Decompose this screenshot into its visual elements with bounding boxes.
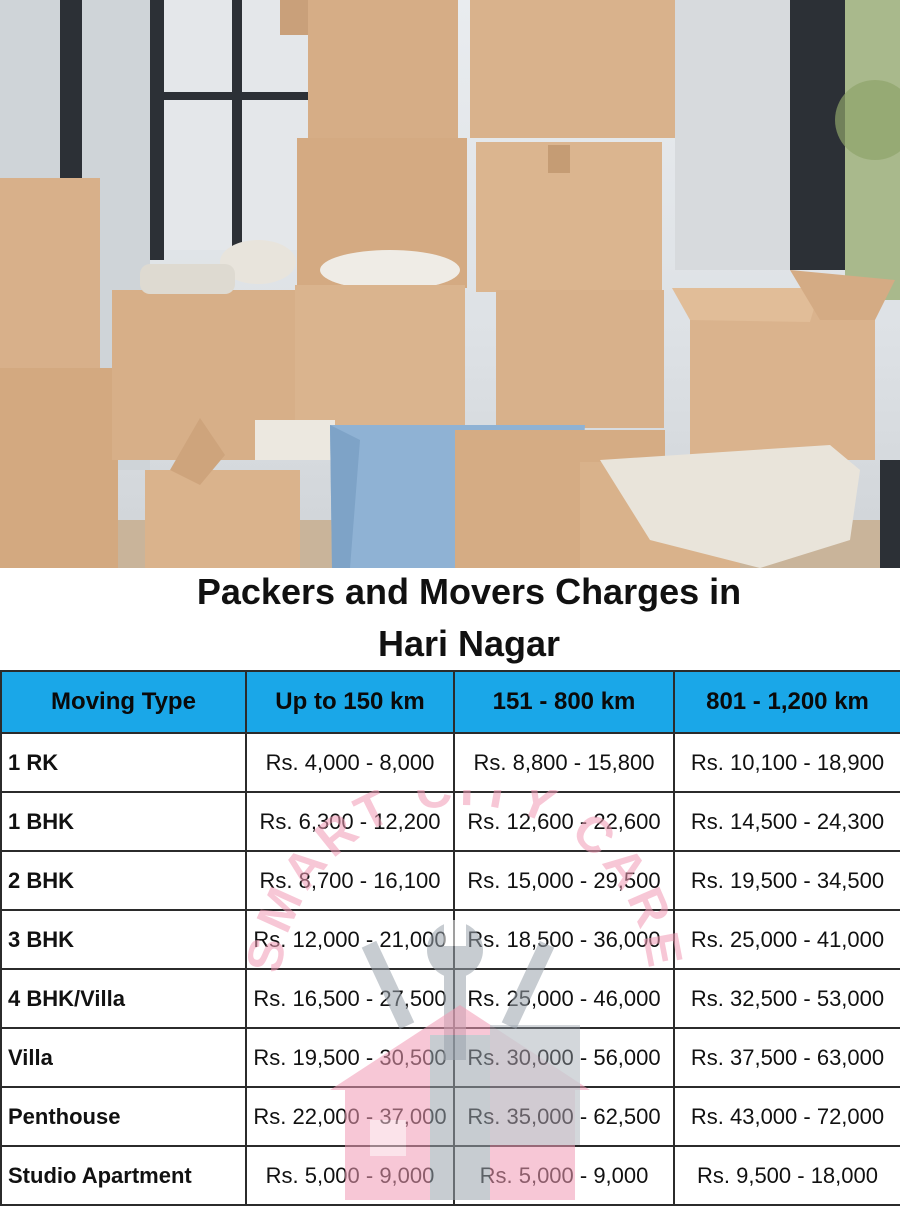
table-row: 1 RK Rs. 4,000 - 8,000 Rs. 8,800 - 15,80… xyxy=(0,732,900,793)
price-up-to-150: Rs. 4,000 - 8,000 xyxy=(245,732,455,793)
charges-table-container: Moving Type Up to 150 km 151 - 800 km 80… xyxy=(0,670,900,1206)
table-row: 3 BHK Rs. 12,000 - 21,000 Rs. 18,500 - 3… xyxy=(0,909,900,970)
row-moving-type: 3 BHK xyxy=(0,909,247,970)
price-151-800: Rs. 15,000 - 29,500 xyxy=(453,850,675,911)
moving-boxes-photo xyxy=(0,0,900,568)
price-up-to-150: Rs. 12,000 - 21,000 xyxy=(245,909,455,970)
price-up-to-150: Rs. 8,700 - 16,100 xyxy=(245,850,455,911)
price-151-800: Rs. 5,000 - 9,000 xyxy=(453,1145,675,1206)
price-up-to-150: Rs. 22,000 - 37,000 xyxy=(245,1086,455,1147)
price-151-800: Rs. 8,800 - 15,800 xyxy=(453,732,675,793)
header-151-800-km: 151 - 800 km xyxy=(453,670,675,734)
row-moving-type: 4 BHK/Villa xyxy=(0,968,247,1029)
price-151-800: Rs. 18,500 - 36,000 xyxy=(453,909,675,970)
price-151-800: Rs. 30,000 - 56,000 xyxy=(453,1027,675,1088)
charges-table: Moving Type Up to 150 km 151 - 800 km 80… xyxy=(0,670,900,1206)
header-up-to-150-km: Up to 150 km xyxy=(245,670,455,734)
boxes-illustration xyxy=(0,0,900,568)
price-801-1200: Rs. 10,100 - 18,900 xyxy=(673,732,900,793)
table-row: Studio Apartment Rs. 5,000 - 9,000 Rs. 5… xyxy=(0,1145,900,1206)
price-up-to-150: Rs. 6,300 - 12,200 xyxy=(245,791,455,852)
page-title: Packers and Movers Charges in Hari Nagar xyxy=(0,566,900,670)
table-row: Villa Rs. 19,500 - 30,500 Rs. 30,000 - 5… xyxy=(0,1027,900,1088)
price-up-to-150: Rs. 19,500 - 30,500 xyxy=(245,1027,455,1088)
row-moving-type: 1 BHK xyxy=(0,791,247,852)
table-header-row: Moving Type Up to 150 km 151 - 800 km 80… xyxy=(0,670,900,734)
price-up-to-150: Rs. 5,000 - 9,000 xyxy=(245,1145,455,1206)
table-row: Penthouse Rs. 22,000 - 37,000 Rs. 35,000… xyxy=(0,1086,900,1147)
table-row: 1 BHK Rs. 6,300 - 12,200 Rs. 12,600 - 22… xyxy=(0,791,900,852)
price-801-1200: Rs. 37,500 - 63,000 xyxy=(673,1027,900,1088)
price-801-1200: Rs. 19,500 - 34,500 xyxy=(673,850,900,911)
row-moving-type: Villa xyxy=(0,1027,247,1088)
table-row: 4 BHK/Villa Rs. 16,500 - 27,500 Rs. 25,0… xyxy=(0,968,900,1029)
title-line-2: Hari Nagar xyxy=(377,623,561,664)
row-moving-type: Studio Apartment xyxy=(0,1145,247,1206)
row-moving-type: Penthouse xyxy=(0,1086,247,1147)
price-801-1200: Rs. 43,000 - 72,000 xyxy=(673,1086,900,1147)
price-801-1200: Rs. 25,000 - 41,000 xyxy=(673,909,900,970)
price-801-1200: Rs. 14,500 - 24,300 xyxy=(673,791,900,852)
price-up-to-150: Rs. 16,500 - 27,500 xyxy=(245,968,455,1029)
title-line-1: Packers and Movers Charges in xyxy=(196,571,742,612)
header-moving-type: Moving Type xyxy=(0,670,247,734)
table-row: 2 BHK Rs. 8,700 - 16,100 Rs. 15,000 - 29… xyxy=(0,850,900,911)
row-moving-type: 1 RK xyxy=(0,732,247,793)
price-801-1200: Rs. 9,500 - 18,000 xyxy=(673,1145,900,1206)
price-151-800: Rs. 25,000 - 46,000 xyxy=(453,968,675,1029)
header-801-1200-km: 801 - 1,200 km xyxy=(673,670,900,734)
price-151-800: Rs. 12,600 - 22,600 xyxy=(453,791,675,852)
row-moving-type: 2 BHK xyxy=(0,850,247,911)
price-801-1200: Rs. 32,500 - 53,000 xyxy=(673,968,900,1029)
price-151-800: Rs. 35,000 - 62,500 xyxy=(453,1086,675,1147)
